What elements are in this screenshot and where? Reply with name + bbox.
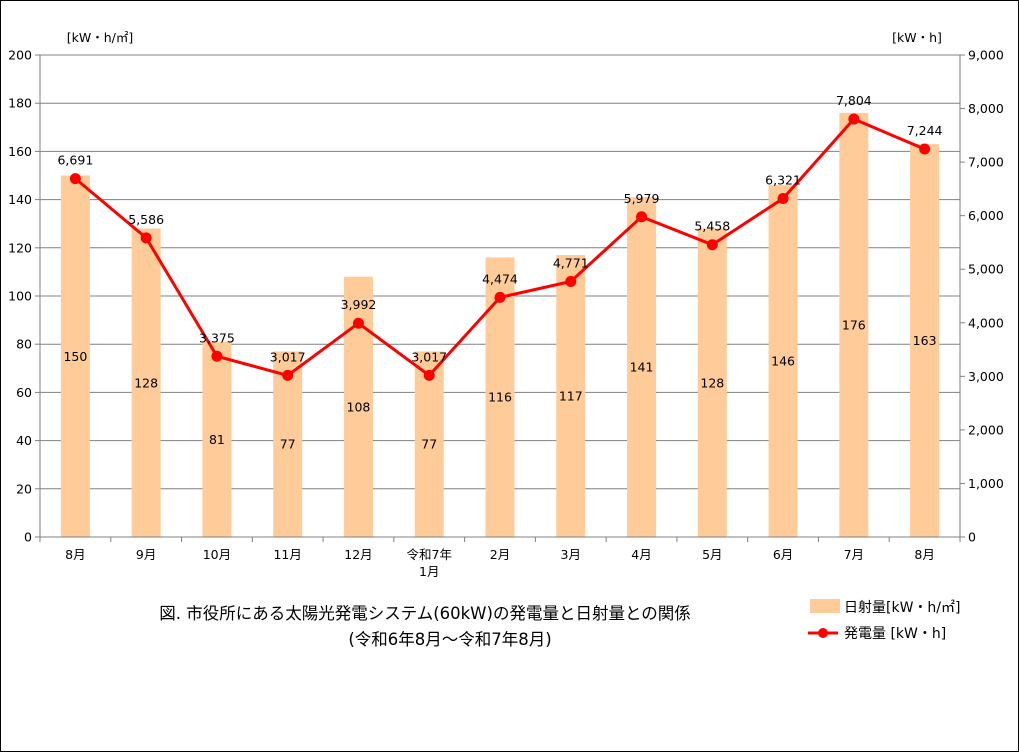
bar-0 [60,175,90,537]
right-tick-label: 9,000 [968,48,1004,63]
x-tick-label-11: 7月 [844,547,864,562]
legend-label-bar: 日射量[kW・h/㎡] [844,600,960,616]
generation-point-11 [848,113,860,125]
bar-10 [768,185,798,537]
left-tick-label: 20 [16,481,32,496]
generation-point-10 [777,192,789,204]
bar-value-label-9: 128 [700,375,724,390]
x-tick-label-2: 10月 [203,547,231,562]
bar-value-label-8: 141 [630,360,654,375]
x-tick-label-5: 令和7年 1月 [407,547,452,579]
bar-8 [627,197,657,537]
generation-point-9 [706,239,718,251]
bar-11 [839,112,869,537]
bar-value-label-3: 77 [280,437,296,452]
right-axis-unit: [kW・h] [892,30,942,45]
bar-1 [131,228,161,537]
left-tick-label: 120 [8,240,32,255]
generation-point-7 [565,275,577,287]
chart-title: 図. 市役所にある太陽光発電システム(60kW)の発電量と日射量との関係 [159,604,691,623]
bar-value-label-11: 176 [842,317,866,332]
line-value-label-12: 7,244 [907,123,943,138]
line-value-label-11: 7,804 [836,93,872,108]
right-tick-label: 1,000 [968,476,1004,491]
line-value-label-5: 3,017 [411,349,447,364]
bar-value-label-5: 77 [421,437,437,452]
x-tick-label-12: 8月 [914,547,934,562]
bar-9 [697,228,727,537]
left-tick-label: 80 [16,337,32,352]
left-tick-label: 100 [8,289,32,304]
legend-label-line: 発電量 [kW・h] [844,626,946,642]
bar-3 [273,351,303,537]
left-tick-label: 140 [8,192,32,207]
x-tick-label-6: 2月 [490,547,510,562]
line-value-label-3: 3,017 [270,349,306,364]
chart-subtitle: (令和6年8月～令和7年8月) [348,630,551,649]
line-value-label-8: 5,979 [624,191,660,206]
bar-value-label-1: 128 [134,375,158,390]
right-tick-label: 0 [968,530,976,545]
bar-value-label-4: 108 [347,399,371,414]
generation-point-12 [919,143,931,155]
x-tick-label-4: 12月 [344,547,372,562]
right-tick-label: 7,000 [968,155,1004,170]
line-value-label-0: 6,691 [57,153,93,168]
right-tick-label: 2,000 [968,422,1004,437]
x-tick-label-10: 6月 [773,547,793,562]
bar-7 [556,255,586,537]
line-value-label-7: 4,771 [553,255,589,270]
bar-value-label-0: 150 [63,349,87,364]
bar-5 [414,351,444,537]
left-tick-label: 180 [8,96,32,111]
left-tick-label: 60 [16,385,32,400]
generation-point-5 [423,369,435,381]
left-tick-label: 160 [8,144,32,159]
generation-point-1 [140,232,152,244]
line-value-label-9: 5,458 [694,219,730,234]
x-tick-label-3: 11月 [273,547,301,562]
line-value-label-2: 3,375 [199,330,235,345]
generation-point-2 [211,350,223,362]
line-value-label-4: 3,992 [341,297,377,312]
bar-value-label-10: 146 [771,354,795,369]
x-tick-label-8: 4月 [631,547,651,562]
x-tick-label-0: 8月 [65,547,85,562]
left-axis-unit: [kW・h/㎡] [67,30,134,45]
line-value-label-10: 6,321 [765,172,801,187]
right-tick-label: 4,000 [968,315,1004,330]
bar-value-label-6: 116 [488,390,512,405]
right-tick-label: 3,000 [968,369,1004,384]
right-tick-label: 8,000 [968,101,1004,116]
x-tick-label-7: 3月 [561,547,581,562]
generation-point-0 [69,173,81,185]
bar-value-label-12: 163 [913,333,937,348]
bar-6 [485,257,515,537]
x-tick-label-9: 5月 [702,547,722,562]
line-value-label-6: 4,474 [482,271,518,286]
bar-12 [910,144,940,538]
bar-2 [202,341,232,537]
legend-swatch-bar [810,599,840,613]
bar-value-label-2: 81 [209,432,225,447]
right-tick-label: 5,000 [968,262,1004,277]
generation-point-6 [494,291,506,303]
generation-point-3 [282,369,294,381]
left-tick-label: 200 [8,48,32,63]
generation-point-8 [636,211,648,223]
left-tick-label: 0 [24,530,32,545]
generation-point-4 [352,317,364,329]
right-tick-label: 6,000 [968,208,1004,223]
x-tick-label-1: 9月 [136,547,156,562]
left-tick-label: 40 [16,433,32,448]
bar-value-label-7: 117 [559,389,583,404]
line-value-label-1: 5,586 [128,212,164,227]
legend-marker-line [818,628,828,638]
